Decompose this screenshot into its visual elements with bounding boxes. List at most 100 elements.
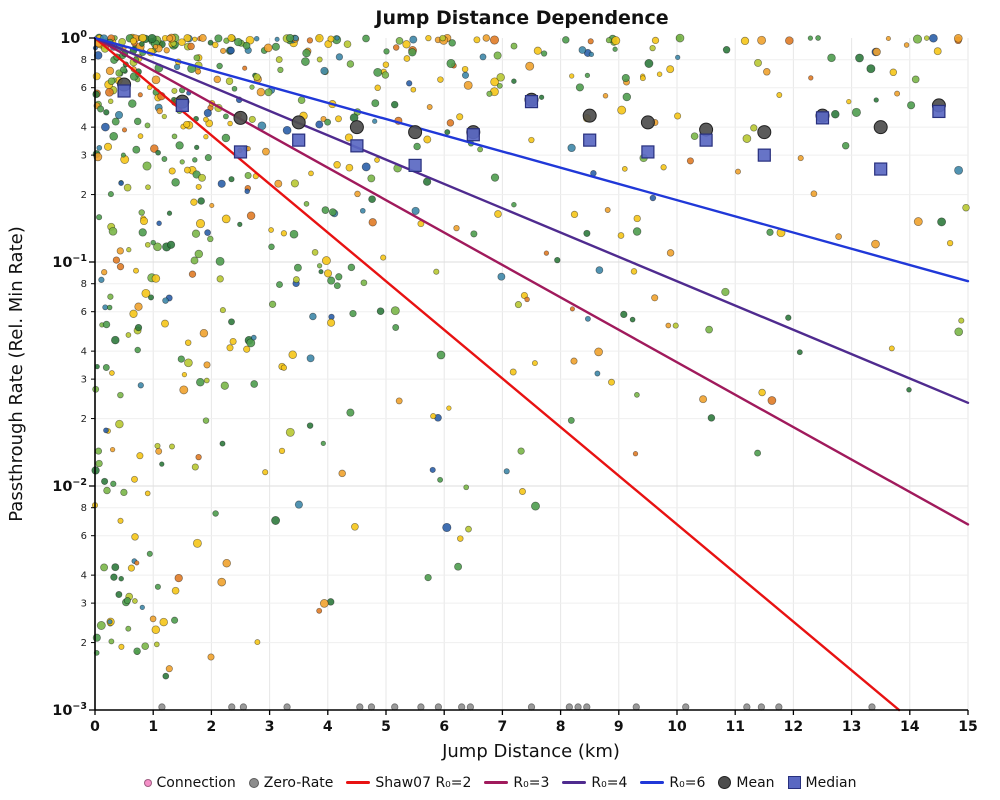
- scatter-point: [578, 46, 587, 54]
- scatter-point: [575, 83, 584, 92]
- scatter-point: [115, 591, 123, 598]
- scatter-point: [490, 173, 500, 182]
- scatter-point: [470, 230, 478, 238]
- scatter-point: [540, 50, 548, 57]
- scatter-point: [274, 36, 280, 42]
- scatter-point: [171, 87, 178, 94]
- scatter-point: [490, 77, 500, 87]
- scatter-point: [154, 583, 161, 590]
- scatter-point: [509, 368, 517, 376]
- scatter-point: [675, 54, 681, 61]
- scatter-point: [620, 310, 628, 319]
- scatter-point: [324, 118, 332, 126]
- scatter-point: [146, 550, 153, 557]
- scatter-point: [96, 145, 103, 151]
- scatter-point: [121, 127, 128, 133]
- scatter-point: [102, 364, 110, 371]
- y-tick-label: 10−1: [52, 253, 87, 271]
- scatter-point: [107, 619, 113, 625]
- scatter-point: [244, 188, 250, 195]
- scatter-point: [194, 249, 204, 259]
- scatter-point: [525, 61, 535, 71]
- x-tick-label: 5: [381, 719, 391, 735]
- scatter-point: [197, 197, 205, 205]
- scatter-point: [644, 59, 654, 68]
- scatter-point: [554, 256, 561, 264]
- scatter-point: [808, 75, 814, 81]
- y-minor-tick-label: 4: [81, 123, 87, 134]
- scatter-point: [137, 133, 144, 139]
- scatter-point: [608, 378, 615, 386]
- scatter-point: [142, 161, 152, 171]
- scatter-point: [132, 145, 141, 154]
- x-tick-label: 13: [842, 719, 861, 735]
- chart-title: Jump Distance Dependence: [373, 7, 668, 29]
- scatter-point: [301, 57, 310, 66]
- y-minor-tick-label: 4: [81, 347, 87, 358]
- scatter-point: [188, 270, 197, 278]
- scatter-point: [134, 560, 140, 566]
- scatter-point: [169, 443, 175, 450]
- legend-label: R₀=4: [591, 774, 628, 791]
- scatter-point: [221, 133, 231, 143]
- scatter-point: [212, 510, 219, 517]
- scatter-point: [161, 113, 167, 120]
- scatter-point: [280, 230, 288, 237]
- scatter-point: [923, 35, 930, 41]
- scatter-point: [354, 190, 361, 198]
- scatter-point: [207, 235, 214, 243]
- scatter-point: [131, 533, 139, 541]
- scatter-point: [333, 161, 341, 169]
- scatter-point: [871, 239, 880, 249]
- scatter-point: [611, 36, 621, 46]
- scatter-point: [110, 480, 117, 487]
- scatter-point: [425, 34, 432, 42]
- scatter-point: [426, 104, 433, 110]
- median-point: [350, 139, 364, 153]
- scatter-point: [903, 42, 910, 48]
- scatter-point: [195, 453, 202, 461]
- scatter-point: [134, 302, 143, 311]
- scatter-point: [954, 327, 964, 337]
- scatter-point: [675, 33, 685, 43]
- mean-point: [408, 125, 423, 140]
- scatter-point: [436, 350, 446, 360]
- scatter-point: [248, 115, 256, 123]
- scatter-point: [268, 300, 277, 308]
- scatter-point: [178, 38, 186, 47]
- scatter-point: [913, 217, 923, 227]
- scatter-point: [674, 112, 682, 120]
- scatter-point: [390, 306, 400, 316]
- scatter-point: [276, 281, 283, 289]
- scatter-point: [835, 233, 842, 240]
- median-point: [874, 162, 888, 176]
- legend-label: Shaw07 R₀=2: [375, 774, 472, 791]
- scatter-point: [243, 345, 251, 353]
- scatter-point: [570, 210, 579, 219]
- model-line: [93, 36, 901, 712]
- scatter-point: [264, 88, 273, 97]
- scatter-point: [174, 573, 183, 583]
- scatter-point: [268, 227, 274, 233]
- scatter-point: [227, 34, 236, 42]
- scatter-point: [454, 562, 463, 571]
- scatter-point: [649, 44, 656, 52]
- scatter-point: [155, 447, 163, 455]
- scatter-point: [402, 40, 411, 49]
- x-tick-label: 11: [725, 719, 744, 735]
- scatter-point: [519, 488, 526, 495]
- y-minor-tick-label: 2: [81, 638, 87, 649]
- scatter-point: [215, 256, 225, 266]
- scatter-point: [110, 573, 118, 581]
- median-point: [408, 158, 422, 172]
- scatter-point: [93, 152, 103, 162]
- scatter-point: [219, 440, 226, 447]
- scatter-point: [114, 110, 124, 120]
- scatter-point: [271, 516, 281, 525]
- scatter-point: [392, 44, 400, 51]
- scatter-point: [735, 168, 741, 175]
- median-point: [583, 133, 597, 147]
- scatter-point: [103, 486, 111, 495]
- scatter-point: [602, 93, 609, 99]
- scatter-point: [198, 173, 206, 182]
